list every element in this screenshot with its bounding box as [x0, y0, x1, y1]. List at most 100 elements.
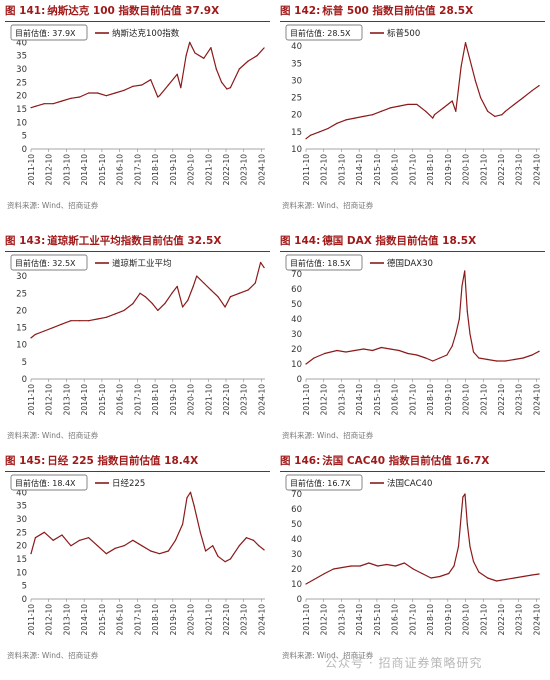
valuation-box	[10, 24, 88, 41]
data-point	[205, 550, 207, 552]
y-tick-label: 10	[291, 145, 302, 155]
y-tick-label: 20	[291, 565, 302, 575]
data-point	[464, 493, 466, 495]
x-tick-label: 2017-10	[408, 154, 417, 186]
legend-label: 日经225	[112, 478, 145, 489]
y-tick-label: 50	[291, 300, 302, 310]
data-point	[309, 134, 312, 136]
data-point	[455, 110, 457, 112]
data-point	[460, 515, 462, 518]
y-tick-label: 10	[16, 341, 27, 351]
data-point	[522, 575, 524, 578]
y-tick-label: 15	[16, 555, 27, 565]
legend-label: 道琼斯工业平均	[112, 258, 172, 269]
data-point	[189, 41, 191, 43]
title-rule	[280, 471, 545, 472]
data-point	[151, 302, 154, 305]
x-tick-label: 2017-10	[408, 604, 417, 636]
data-point	[531, 90, 533, 92]
data-point	[199, 531, 201, 533]
x-tick-label: 2024-10	[532, 604, 541, 636]
data-point	[354, 117, 356, 119]
y-tick-label: 35	[16, 52, 27, 62]
x-tick-label: 2022-10	[497, 154, 506, 186]
data-point	[43, 103, 45, 105]
source-note: 资料来源: Wind、招商证券	[282, 201, 374, 210]
y-tick-label: 60	[291, 505, 302, 515]
data-point	[487, 577, 489, 579]
data-point	[61, 100, 63, 102]
x-tick-label: 2015-10	[98, 384, 107, 416]
legend-label: 德国DAX30	[387, 258, 433, 269]
figure-number: 图 146:	[280, 455, 321, 467]
legend-label: 法国CAC40	[387, 478, 432, 489]
x-tick-label: 2019-10	[169, 604, 178, 636]
data-point	[480, 96, 482, 99]
data-point	[318, 131, 320, 133]
x-tick-label: 2020-10	[462, 154, 471, 186]
x-tick-label: 2023-10	[515, 604, 524, 636]
x-tick-label: 2021-10	[204, 604, 213, 636]
data-point	[263, 47, 265, 49]
data-point	[451, 100, 453, 102]
x-tick-label: 2023-10	[515, 154, 524, 186]
data-point	[522, 357, 524, 359]
legend-label: 标普500	[387, 28, 420, 39]
data-point	[263, 266, 265, 269]
data-point	[336, 349, 338, 352]
x-tick-label: 2022-10	[222, 604, 231, 636]
data-point	[398, 349, 400, 352]
x-tick-label: 2023-10	[240, 604, 249, 636]
valuation-text: 目前估值: 37.9X	[15, 28, 76, 38]
data-point	[462, 496, 464, 498]
data-point	[495, 360, 498, 362]
data-point	[114, 547, 116, 549]
data-point	[407, 103, 409, 106]
data-point	[345, 351, 347, 353]
x-tick-label: 2021-10	[479, 604, 488, 636]
x-tick-label: 2016-10	[391, 604, 400, 636]
title-rule	[5, 21, 270, 22]
title-rule	[280, 21, 545, 22]
y-tick-label: 5	[22, 358, 27, 368]
data-point	[158, 95, 161, 97]
data-point	[123, 545, 125, 547]
x-tick-label: 2013-10	[337, 604, 346, 636]
data-point	[432, 360, 434, 362]
valuation-text: 目前估值: 28.5X	[290, 28, 351, 38]
data-point	[96, 92, 99, 94]
data-point	[203, 57, 205, 59]
series-line	[305, 493, 540, 585]
data-point	[185, 55, 187, 57]
valuation-box	[10, 474, 88, 491]
data-point	[327, 127, 329, 130]
y-tick-label: 30	[291, 550, 302, 560]
x-tick-label: 2022-10	[222, 154, 231, 186]
data-point	[354, 349, 356, 352]
title-rule	[5, 251, 270, 252]
x-tick-label: 2015-10	[98, 604, 107, 636]
data-point	[167, 550, 169, 552]
data-point	[114, 313, 116, 315]
data-point	[324, 352, 326, 355]
y-tick-label: 5	[22, 582, 27, 592]
data-point	[345, 119, 347, 121]
x-tick-label: 2023-10	[240, 154, 249, 186]
y-tick-label: 15	[16, 105, 27, 115]
data-point	[132, 539, 134, 541]
x-tick-label: 2024-10	[257, 154, 266, 186]
chart-svg: 10152025303540452011-102012-102013-10201…	[285, 24, 541, 186]
data-point	[371, 349, 374, 352]
data-point	[386, 563, 388, 566]
y-tick-label: 20	[291, 345, 302, 355]
x-tick-label: 2015-10	[373, 154, 382, 186]
x-tick-label: 2023-10	[240, 384, 249, 416]
data-point	[487, 110, 489, 112]
y-tick-label: 20	[16, 542, 27, 552]
y-tick-label: 20	[16, 92, 27, 102]
x-tick-label: 2011-10	[27, 384, 36, 416]
data-point	[458, 318, 460, 320]
data-point	[504, 578, 507, 581]
data-point	[215, 68, 217, 70]
data-point	[389, 107, 391, 109]
